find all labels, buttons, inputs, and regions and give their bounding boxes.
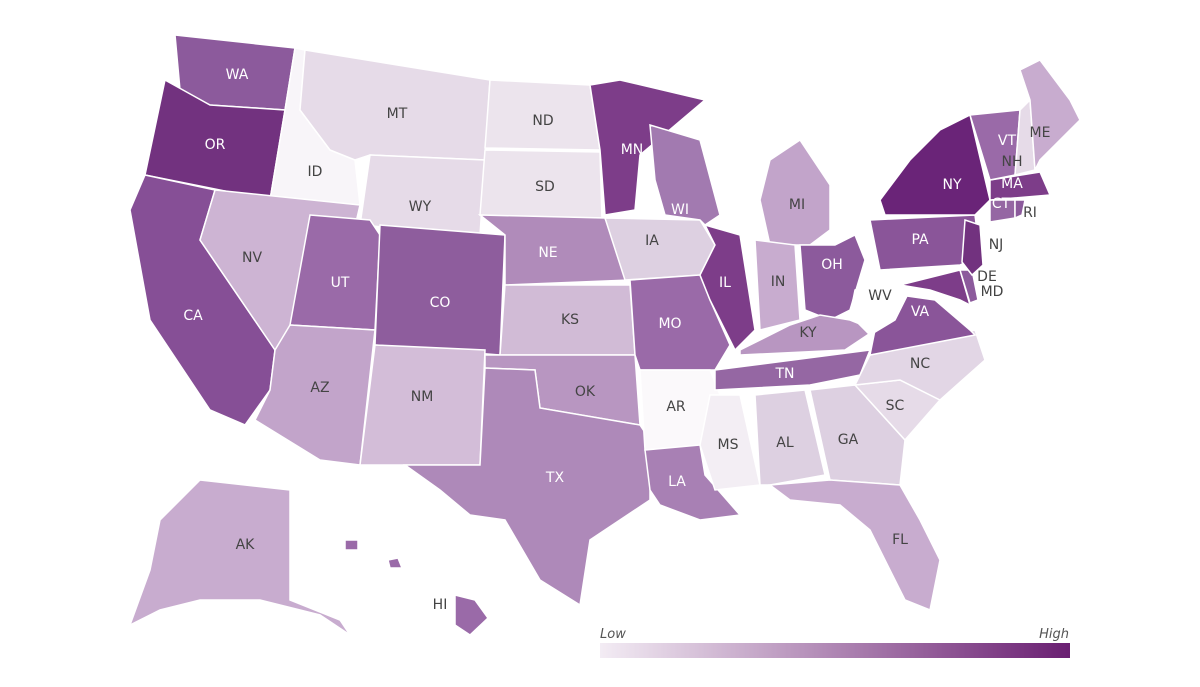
- state-label: KY: [799, 325, 817, 341]
- state-label: UT: [331, 275, 350, 291]
- state: [603, 217, 716, 281]
- state: [879, 113, 991, 216]
- state: [754, 389, 826, 486]
- state-label: DE: [977, 269, 997, 285]
- state: [853, 329, 986, 401]
- state-label: CT: [992, 196, 1011, 212]
- states: [128, 34, 1081, 636]
- state: [699, 223, 756, 352]
- state-label: AR: [666, 399, 686, 415]
- state-label: MO: [658, 316, 681, 332]
- state: [699, 394, 761, 491]
- state: [402, 367, 651, 607]
- state: [644, 444, 742, 521]
- state-label: OK: [575, 384, 596, 400]
- state-label: ND: [532, 113, 553, 129]
- state: [767, 479, 941, 612]
- state-label: TN: [774, 366, 794, 382]
- state: [1019, 59, 1081, 173]
- state: [254, 324, 376, 466]
- state: [989, 171, 1052, 201]
- state-label: MA: [1001, 176, 1023, 192]
- state-label: GA: [838, 432, 859, 448]
- state-label: KS: [561, 312, 579, 328]
- state-label: VA: [911, 304, 930, 320]
- state: [477, 214, 632, 286]
- state-label: AZ: [310, 380, 329, 396]
- state-label: CA: [183, 308, 203, 324]
- state-label: SC: [886, 398, 905, 414]
- state-label: MN: [621, 142, 644, 158]
- state-label: NE: [538, 245, 557, 261]
- state: [359, 154, 486, 236]
- state: [849, 279, 912, 336]
- state: [374, 224, 506, 356]
- state-label: CO: [430, 295, 451, 311]
- state: [799, 233, 866, 321]
- state-label: WY: [409, 199, 432, 215]
- state-label: RI: [1023, 205, 1037, 221]
- state-label: TX: [545, 470, 565, 486]
- state: [754, 239, 801, 331]
- state-label: WV: [868, 288, 892, 304]
- state-label: AK: [236, 537, 256, 553]
- state-label: VT: [998, 133, 1017, 149]
- state-label: NY: [942, 177, 961, 193]
- state: [359, 344, 486, 466]
- state-label: MD: [981, 284, 1004, 300]
- state: [649, 123, 721, 226]
- state-label: AL: [776, 435, 794, 451]
- state: [299, 49, 491, 161]
- state: [809, 384, 906, 486]
- state-label: IL: [719, 275, 731, 291]
- legend-gradient: [600, 643, 1070, 658]
- state-label: PA: [911, 232, 929, 248]
- state-label: NJ: [989, 237, 1004, 253]
- state-label: WA: [226, 67, 249, 83]
- state: [759, 138, 831, 246]
- state: [1014, 199, 1026, 220]
- state: [714, 349, 872, 391]
- state-label: OH: [821, 257, 843, 273]
- state-label: OR: [205, 137, 226, 153]
- state-label: FL: [892, 532, 908, 548]
- state-label: NM: [411, 389, 434, 405]
- legend-high: High: [1039, 627, 1069, 642]
- state-label: HI: [433, 597, 448, 613]
- state-label: ID: [308, 164, 323, 180]
- state: [961, 218, 984, 277]
- state-label: IN: [771, 274, 786, 290]
- state-label: SD: [535, 179, 555, 195]
- state: [128, 479, 351, 636]
- state-label: MI: [789, 197, 805, 213]
- state-label: NC: [910, 356, 930, 372]
- state: [899, 269, 972, 307]
- state-label: WI: [671, 202, 689, 218]
- state-label: NH: [1002, 154, 1023, 170]
- state-label: NV: [242, 250, 262, 266]
- state: [344, 539, 489, 636]
- state-labels: WA OR CA ID NV MT WY UT AZ CO NM ND SD NE KS OK TX MN IA MO…: [183, 67, 1050, 613]
- state-label: LA: [668, 474, 686, 490]
- state-label: MS: [718, 437, 739, 453]
- state-label: ME: [1030, 125, 1051, 141]
- state: [589, 79, 707, 216]
- state-label: MT: [387, 106, 408, 122]
- state-label: IA: [645, 233, 659, 249]
- legend-low: Low: [600, 627, 626, 642]
